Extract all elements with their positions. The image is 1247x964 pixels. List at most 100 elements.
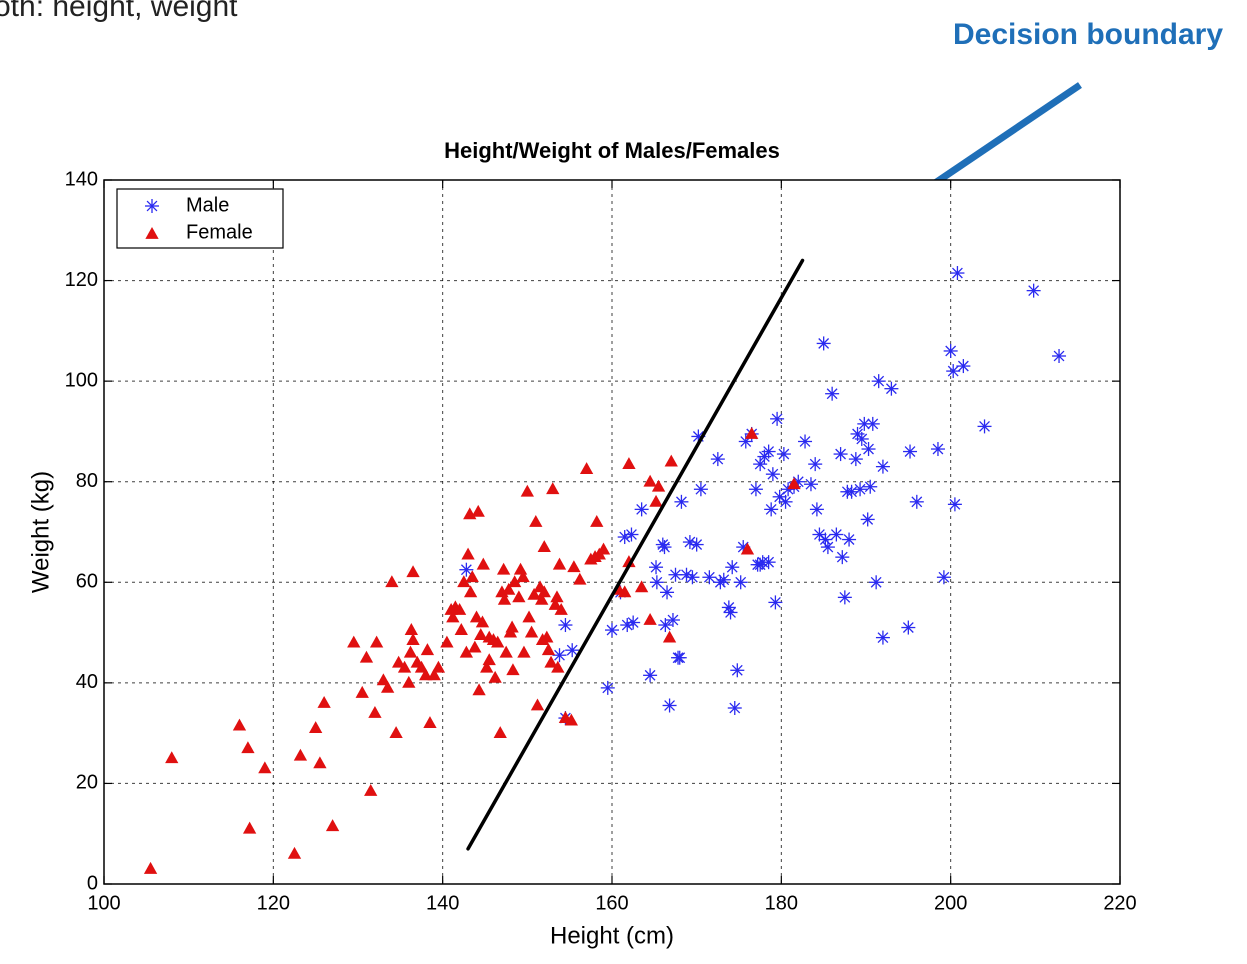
female-point bbox=[643, 474, 657, 487]
male-point bbox=[716, 572, 731, 587]
female-point bbox=[369, 635, 384, 648]
male-point bbox=[459, 562, 474, 577]
female-point bbox=[468, 640, 482, 653]
decision-boundary-label: Decision boundary bbox=[953, 18, 1223, 51]
female-point bbox=[287, 846, 302, 859]
female-point bbox=[522, 610, 536, 623]
male-point bbox=[946, 364, 961, 379]
female-point bbox=[471, 504, 485, 517]
male-point bbox=[909, 494, 924, 509]
decision-boundary-line-group bbox=[466, 258, 805, 851]
female-point bbox=[403, 645, 418, 658]
female-point bbox=[482, 653, 496, 666]
female-point bbox=[546, 482, 560, 495]
male-point bbox=[727, 701, 742, 715]
female-point bbox=[618, 585, 632, 598]
x-tick-label: 160 bbox=[595, 892, 628, 914]
male-point bbox=[558, 618, 573, 633]
male-point bbox=[626, 615, 641, 630]
female-point bbox=[537, 585, 551, 598]
male-point bbox=[936, 570, 951, 585]
female-point bbox=[404, 623, 418, 635]
male-point bbox=[875, 630, 890, 645]
male-point bbox=[685, 570, 700, 585]
female-point bbox=[496, 562, 511, 575]
female-point bbox=[745, 426, 759, 439]
female-point bbox=[452, 602, 467, 615]
male-point bbox=[643, 668, 658, 683]
male-point bbox=[833, 447, 848, 462]
male-point bbox=[761, 444, 776, 459]
female-point bbox=[347, 635, 361, 648]
female-point bbox=[145, 227, 159, 239]
female-point bbox=[541, 643, 556, 656]
male-point bbox=[869, 575, 884, 590]
male-point bbox=[145, 199, 159, 213]
female-point bbox=[505, 620, 519, 633]
x-tick-label: 120 bbox=[257, 892, 290, 914]
male-point bbox=[730, 663, 745, 678]
female-point bbox=[497, 592, 512, 605]
female-point bbox=[431, 660, 446, 673]
male-point bbox=[842, 532, 857, 547]
y-tick-label: 20 bbox=[76, 772, 98, 794]
female-point bbox=[590, 514, 604, 527]
male-point bbox=[854, 431, 869, 446]
female-point bbox=[325, 819, 340, 832]
female-point bbox=[573, 572, 587, 585]
female-point bbox=[232, 718, 247, 731]
male-point bbox=[634, 502, 649, 517]
female-point bbox=[516, 570, 530, 583]
female-point bbox=[552, 557, 567, 570]
x-tick-label: 140 bbox=[426, 892, 459, 914]
male-point bbox=[565, 643, 580, 658]
female-point bbox=[622, 457, 636, 470]
female-series bbox=[143, 426, 801, 874]
female-point bbox=[391, 655, 406, 668]
female-point bbox=[440, 635, 454, 648]
female-point bbox=[420, 643, 435, 656]
female-point bbox=[499, 645, 513, 658]
male-point bbox=[853, 482, 868, 497]
male-point bbox=[657, 540, 672, 555]
female-point bbox=[474, 628, 488, 640]
female-point bbox=[472, 683, 486, 696]
x-tick-label: 180 bbox=[765, 892, 798, 914]
chart-title: Height/Weight of Males/Females bbox=[444, 138, 780, 163]
male-point bbox=[950, 266, 965, 281]
female-point bbox=[664, 454, 678, 467]
y-tick-label: 120 bbox=[65, 269, 98, 291]
female-point bbox=[643, 613, 657, 625]
male-point bbox=[672, 650, 687, 665]
page-heading: oth: height, weight bbox=[0, 0, 238, 23]
male-point bbox=[1026, 283, 1041, 298]
female-point bbox=[513, 562, 528, 575]
female-point bbox=[554, 602, 568, 615]
female-point bbox=[787, 477, 801, 490]
legend-female-label: Female bbox=[186, 221, 253, 243]
female-point bbox=[469, 610, 484, 623]
female-point bbox=[530, 698, 545, 711]
x-tick-label: 220 bbox=[1103, 892, 1136, 914]
male-point bbox=[658, 618, 673, 633]
female-point bbox=[662, 630, 677, 643]
male-point bbox=[930, 442, 945, 457]
male-point bbox=[660, 585, 675, 600]
female-point bbox=[402, 675, 416, 688]
female-point bbox=[457, 575, 471, 588]
male-point bbox=[764, 502, 779, 517]
female-point bbox=[480, 660, 494, 673]
male-point bbox=[765, 467, 780, 482]
female-point bbox=[649, 494, 663, 507]
male-point bbox=[956, 359, 971, 374]
female-point bbox=[651, 479, 666, 492]
female-point bbox=[740, 542, 755, 555]
female-point bbox=[446, 610, 460, 623]
male-point bbox=[848, 452, 863, 467]
female-point bbox=[537, 540, 551, 552]
male-point bbox=[776, 447, 791, 462]
female-point bbox=[459, 645, 474, 658]
male-point bbox=[829, 527, 844, 542]
female-point bbox=[258, 761, 272, 774]
male-point bbox=[624, 527, 639, 542]
